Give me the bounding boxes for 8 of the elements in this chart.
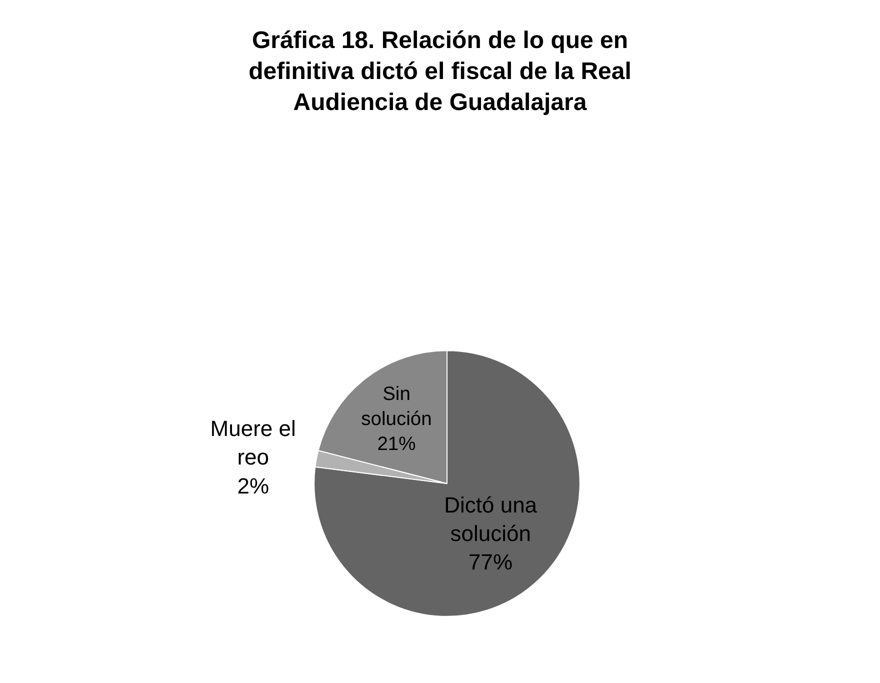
- pie-slice: [314, 350, 580, 617]
- slice-label: Sin solución: [361, 384, 432, 430]
- chart-title: Gráfica 18. Relación de lo que en definitiva dictó el fiscal de la Real Audiencia de Guadalajara: [248, 26, 632, 116]
- slice-label: Dictó una solución: [444, 492, 538, 546]
- data-label: 77%: [468, 549, 513, 574]
- slice-label: Muere el reo: [210, 416, 296, 470]
- data-label: 21%: [377, 434, 416, 456]
- data-label: 2%: [237, 473, 270, 498]
